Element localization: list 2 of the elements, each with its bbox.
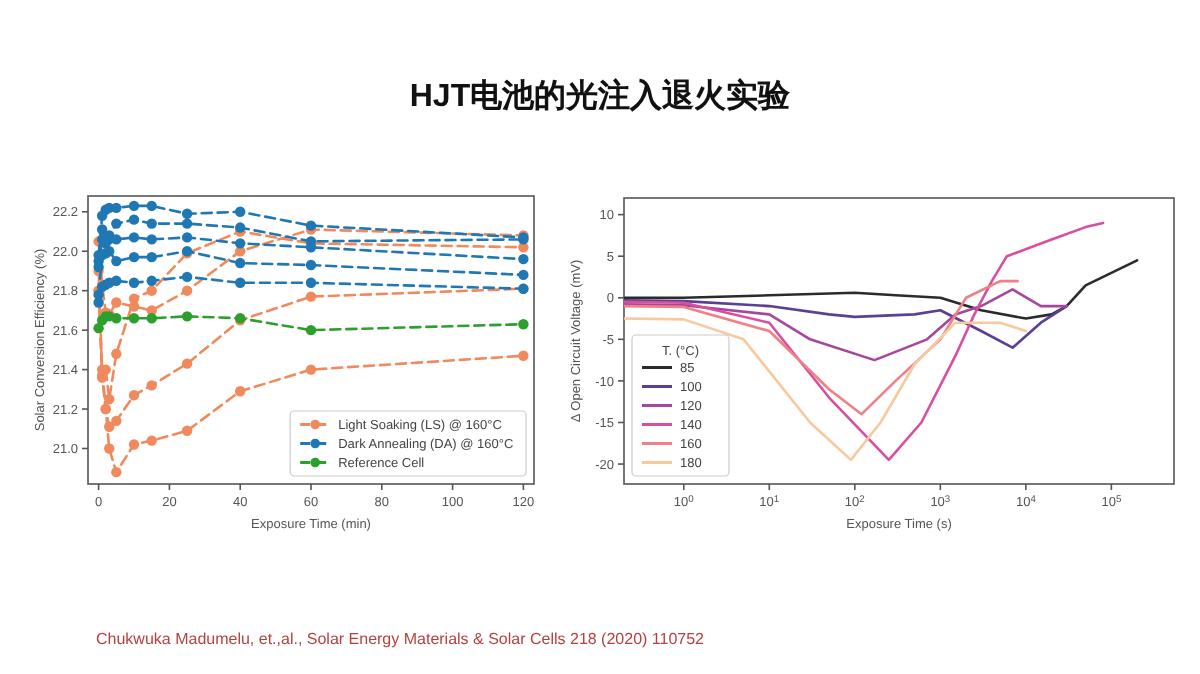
text: HJT电池的光注入退火实验 [409, 78, 793, 114]
text: Chukwuka Madumelu, et.,al., Solar Energy Materials & Solar Cells 218 (2020) 110752 [96, 630, 706, 648]
